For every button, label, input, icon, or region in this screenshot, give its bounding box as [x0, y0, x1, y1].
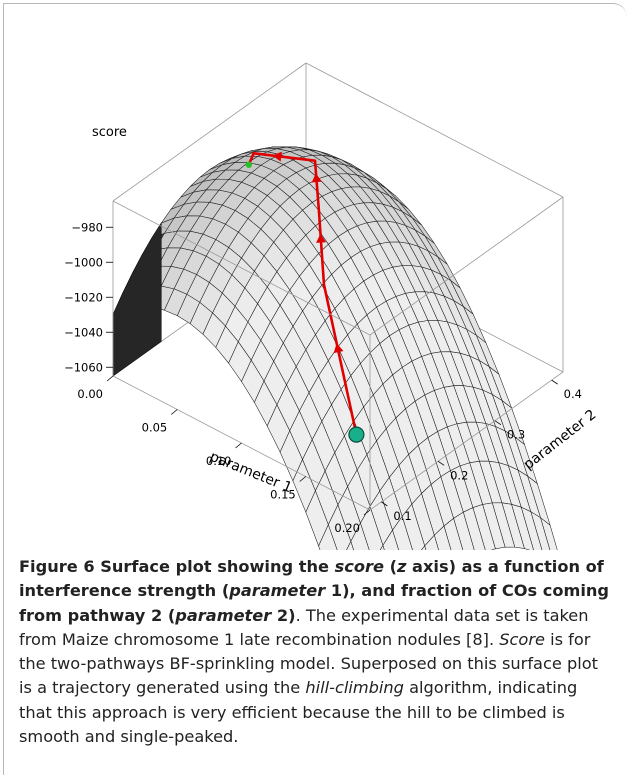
x-tick-label: 0.15 — [270, 488, 296, 502]
y-tick-mark — [381, 501, 388, 507]
x-tick-label: 0.20 — [334, 521, 360, 535]
x-tick-mark — [363, 509, 371, 516]
surface-facet — [433, 525, 452, 550]
z-tick-label: −1040 — [64, 325, 103, 339]
caption-body: algorithm, indicating that this approach… — [19, 678, 578, 747]
figure-frame — [3, 3, 627, 775]
surface-facet — [346, 540, 354, 550]
z-axis-label: score — [92, 125, 127, 140]
y-tick-label: 0.4 — [564, 387, 582, 401]
surface-facet — [350, 522, 370, 550]
caption-title-part: Surface plot showing the — [94, 557, 335, 576]
caption-parameter-term: parameter — [175, 605, 272, 625]
x-tick-mark — [106, 375, 114, 382]
box-edge — [369, 196, 564, 336]
y-tick-label: 0.1 — [393, 509, 411, 523]
caption-title-part: ( — [383, 557, 397, 576]
figure-number: Figure 6 — [19, 557, 95, 576]
caption-parameter-term: parameter — [229, 581, 326, 601]
surface-facet — [421, 545, 427, 550]
bounding-box-front — [112, 196, 564, 511]
box-edge — [369, 371, 564, 511]
surface-plot: score parameter 1 parameter 2 −980−1000−… — [64, 62, 600, 550]
y-axis-label: parameter 2 — [521, 407, 600, 473]
caption-title-part: 2) — [271, 605, 296, 625]
surface-facet — [424, 534, 439, 550]
surface-facet — [318, 523, 338, 550]
caption-hill-climbing: hill-climbing — [305, 678, 404, 698]
trajectory-path — [247, 151, 358, 435]
z-tick-label: −1020 — [64, 290, 103, 304]
caption-z-term: z — [396, 557, 407, 576]
x-tick-mark — [299, 476, 307, 482]
surface-facet — [379, 544, 385, 550]
z-tick-label: −980 — [71, 220, 103, 234]
y-tick-mark — [551, 379, 558, 385]
caption-score-term: score — [334, 557, 384, 576]
caption-title-part: axis) as a function of interference stre… — [19, 557, 604, 601]
box-edge — [112, 200, 371, 336]
caption-title-part: 1), and fraction of COs coming from path… — [19, 581, 610, 625]
caption-body: . The experimental data set is taken fro… — [19, 605, 589, 649]
box-edge — [305, 62, 564, 198]
x-tick-mark — [170, 409, 178, 415]
end-point-marker — [245, 161, 252, 168]
surface-mesh — [112, 146, 558, 550]
y-tick-label: 0.2 — [450, 468, 468, 482]
surface-facet — [382, 529, 399, 550]
y-tick-mark — [494, 420, 502, 426]
figure-caption: Figure 6 Surface plot showing the score … — [19, 555, 615, 749]
surface-facet — [392, 515, 413, 550]
x-tick-label: 0.00 — [77, 387, 103, 401]
x-tick-mark — [235, 442, 242, 449]
x-tick-label: 0.05 — [142, 421, 168, 435]
trajectory-arrowhead — [316, 233, 327, 243]
caption-body: is for the two-pathways BF-sprinkling mo… — [19, 629, 598, 698]
caption-score-italic: Score — [499, 629, 545, 649]
trajectory-arrowhead — [272, 151, 282, 162]
hill-climbing-trajectory — [245, 151, 365, 443]
z-tick-label: −1060 — [64, 360, 103, 374]
y-tick-label: 0.3 — [507, 428, 525, 442]
z-tick-label: −1000 — [64, 255, 103, 269]
trajectory-arrowhead — [333, 343, 344, 354]
y-tick-mark — [437, 460, 445, 466]
start-point-marker — [348, 426, 365, 443]
surface-end-wall — [112, 222, 162, 377]
box-edge — [112, 62, 307, 202]
x-tick-label: 0.10 — [206, 454, 232, 468]
trajectory-arrowhead — [311, 173, 322, 183]
